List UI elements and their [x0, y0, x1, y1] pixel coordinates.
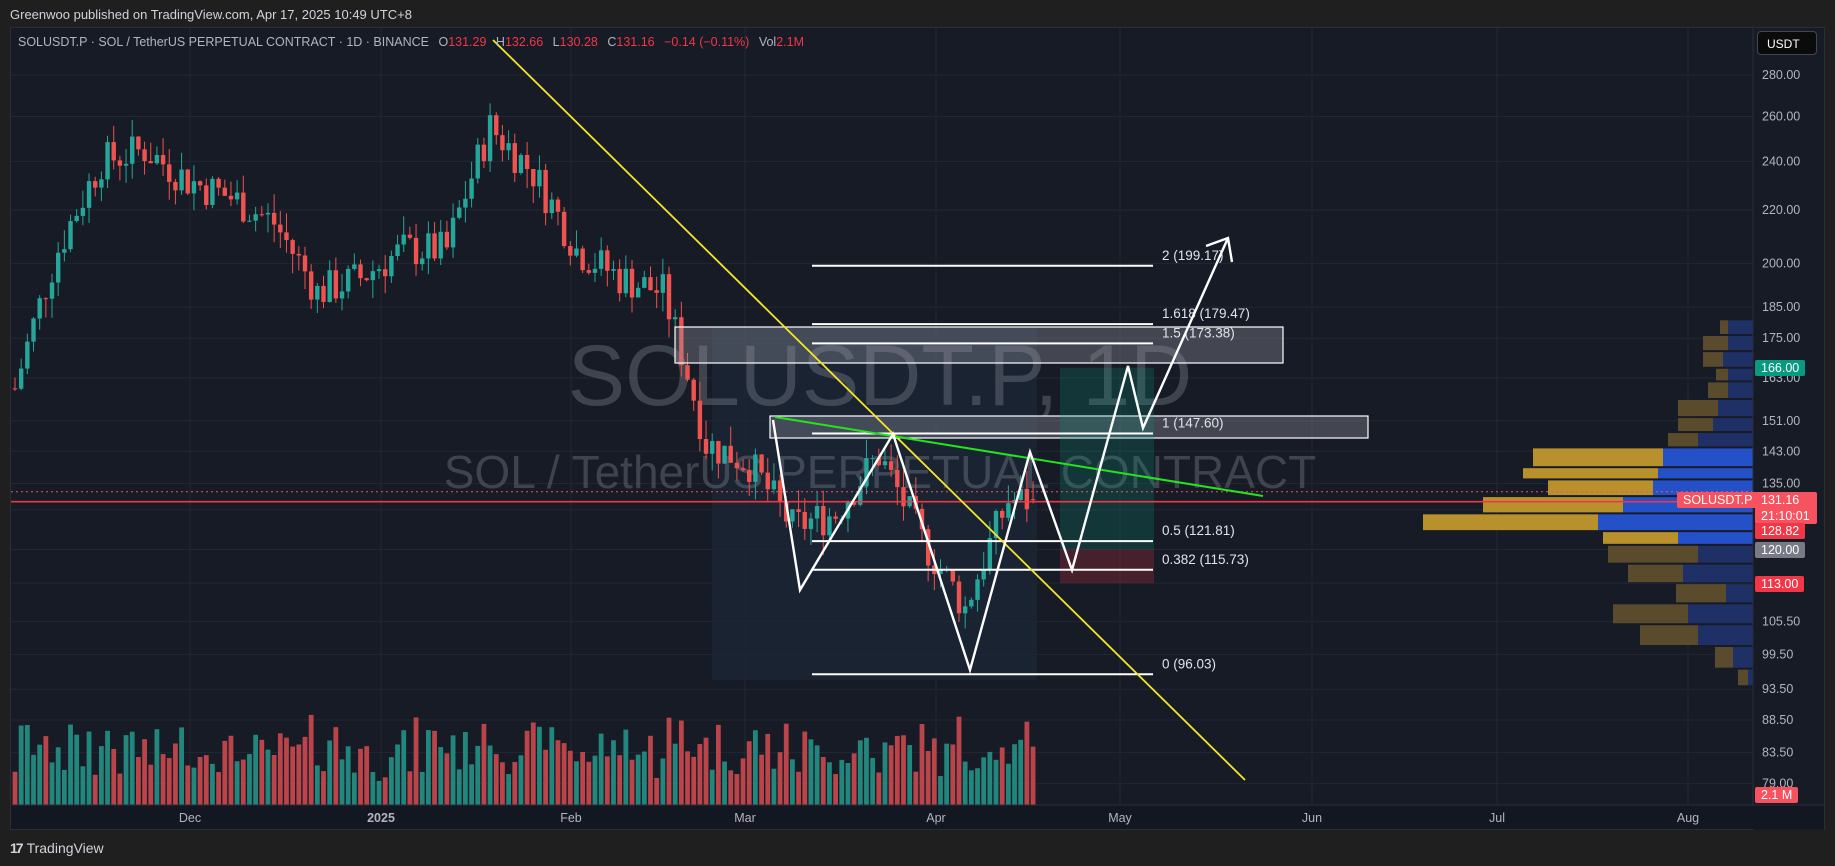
- volume-label: Vol: [758, 35, 777, 49]
- candles: [12, 103, 1036, 629]
- resistance-box-lower[interactable]: [769, 415, 1369, 439]
- neckline[interactable]: [774, 416, 1264, 497]
- svg-text:175.00: 175.00: [1762, 331, 1800, 345]
- svg-text:135.00: 135.00: [1762, 477, 1800, 491]
- fib-level-label: 1.618 (179.47): [1162, 306, 1250, 321]
- svg-text:Apr: Apr: [926, 811, 945, 825]
- close-label: C: [607, 35, 617, 49]
- svg-text:May: May: [1108, 811, 1132, 825]
- resistance-box-upper[interactable]: [674, 326, 1284, 364]
- high-label: H: [495, 35, 505, 49]
- bar-countdown: 21:10:01: [1761, 509, 1810, 523]
- w-pattern-zigzag[interactable]: [771, 237, 1230, 675]
- time-axis[interactable]: Dec 2025 Feb Mar Apr May Jun Jul Aug: [11, 804, 1824, 829]
- symbol-description[interactable]: SOLUSDT.P · SOL / TetherUS PERPETUAL CON…: [18, 35, 429, 49]
- level-128-tag: 128.82: [1755, 523, 1806, 539]
- tradingview-brand: TradingView: [26, 840, 104, 856]
- svg-text:240.00: 240.00: [1762, 154, 1800, 168]
- take-profit-price-tag: 166.00: [1755, 360, 1806, 376]
- fib-level-label: 1 (147.60): [1162, 416, 1224, 431]
- svg-text:Mar: Mar: [734, 811, 756, 825]
- svg-text:99.50: 99.50: [1762, 647, 1793, 661]
- svg-text:280.00: 280.00: [1762, 68, 1800, 82]
- publisher-line: Greenwoo published on TradingView.com, A…: [10, 7, 412, 22]
- descending-trendline[interactable]: [492, 39, 1246, 781]
- last-price-tag: 131.16 21:10:01: [1755, 492, 1817, 524]
- fib-level-label: 1.5 (173.38): [1162, 325, 1235, 340]
- fib-level-label: 2 (199.17): [1162, 248, 1224, 263]
- change-value: −0.14 (−0.11%): [664, 35, 750, 49]
- svg-text:185.00: 185.00: [1762, 300, 1800, 314]
- svg-text:Aug: Aug: [1677, 811, 1699, 825]
- symbol-legend: SOLUSDT.P · SOL / TetherUS PERPETUAL CON…: [18, 35, 804, 49]
- tradingview-logo[interactable]: 17 TradingView: [10, 840, 104, 856]
- tradingview-logo-icon: 17: [10, 840, 24, 856]
- svg-text:Jul: Jul: [1489, 811, 1505, 825]
- svg-text:151.00: 151.00: [1762, 414, 1800, 428]
- volume-bars: [12, 714, 1036, 805]
- open-label: O: [438, 35, 449, 49]
- low-label: L: [552, 35, 560, 49]
- low-value: 130.28: [559, 35, 598, 49]
- svg-text:93.50: 93.50: [1762, 682, 1793, 696]
- symbol-price-tag: SOLUSDT.P: [1677, 492, 1759, 508]
- svg-text:Feb: Feb: [560, 811, 582, 825]
- open-value: 131.29: [448, 35, 487, 49]
- fib-extension[interactable]: 2 (199.17) 1.618 (179.47) 1.5 (173.38) 1 (1…: [812, 248, 1250, 676]
- close-value: 131.16: [616, 35, 655, 49]
- svg-text:220.00: 220.00: [1762, 203, 1800, 217]
- long-position-profit-zone[interactable]: [1060, 367, 1154, 550]
- stop-loss-price-tag: 113.00: [1755, 576, 1805, 592]
- svg-text:260.00: 260.00: [1762, 110, 1800, 124]
- arrow-head-icon: [1205, 236, 1234, 263]
- entry-price-tag: 120.00: [1755, 542, 1806, 558]
- price-axis[interactable]: 280.00 260.00 240.00 220.00 200.00 185.00 175.…: [1752, 28, 1824, 830]
- high-value: 132.66: [504, 35, 544, 49]
- svg-text:2025: 2025: [367, 811, 395, 825]
- svg-text:200.00: 200.00: [1762, 256, 1800, 270]
- fib-level-label: 0 (96.03): [1162, 656, 1216, 671]
- volume-tag: 2.1 M: [1755, 787, 1799, 803]
- svg-text:105.50: 105.50: [1762, 615, 1800, 629]
- fib-level-label: 0.382 (115.73): [1162, 552, 1249, 567]
- svg-text:88.50: 88.50: [1762, 713, 1793, 727]
- last-price-value: 131.16: [1761, 493, 1800, 507]
- svg-text:Dec: Dec: [179, 811, 201, 825]
- svg-text:83.50: 83.50: [1762, 746, 1793, 760]
- currency-button[interactable]: USDT: [1757, 31, 1817, 55]
- svg-text:Jun: Jun: [1302, 811, 1322, 825]
- volume-value: 2.1M: [776, 35, 805, 49]
- fib-level-label: 0.5 (121.81): [1162, 523, 1235, 538]
- svg-text:143.00: 143.00: [1762, 444, 1800, 458]
